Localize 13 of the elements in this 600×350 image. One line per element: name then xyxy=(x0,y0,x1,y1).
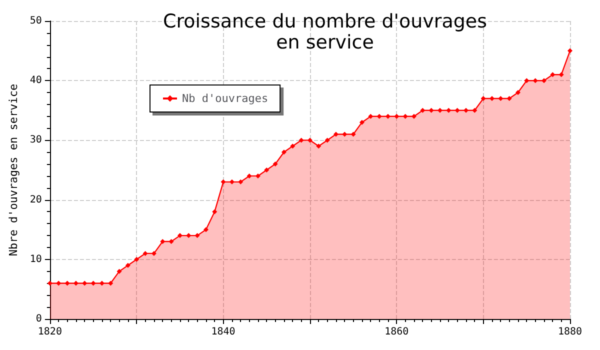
y-tick-label: 10 xyxy=(30,254,42,265)
legend-label: Nb d'ouvrages xyxy=(182,92,268,105)
x-tick-label: 1880 xyxy=(558,326,582,338)
chart-title: Croissance du nombre d'ouvrages en service xyxy=(162,10,488,54)
y-axis-title: Nbre d'ouvrages en service xyxy=(7,84,20,256)
x-tick-label: 1840 xyxy=(211,326,236,338)
x-tick-label: 1860 xyxy=(384,326,409,338)
y-tick-label: 40 xyxy=(30,75,42,86)
x-tick-label: 1820 xyxy=(38,326,62,338)
y-tick-label: 20 xyxy=(30,194,42,206)
y-tick-label: 0 xyxy=(36,314,42,324)
y-tick-label: 50 xyxy=(30,16,42,26)
y-tick-label: 30 xyxy=(30,134,42,146)
